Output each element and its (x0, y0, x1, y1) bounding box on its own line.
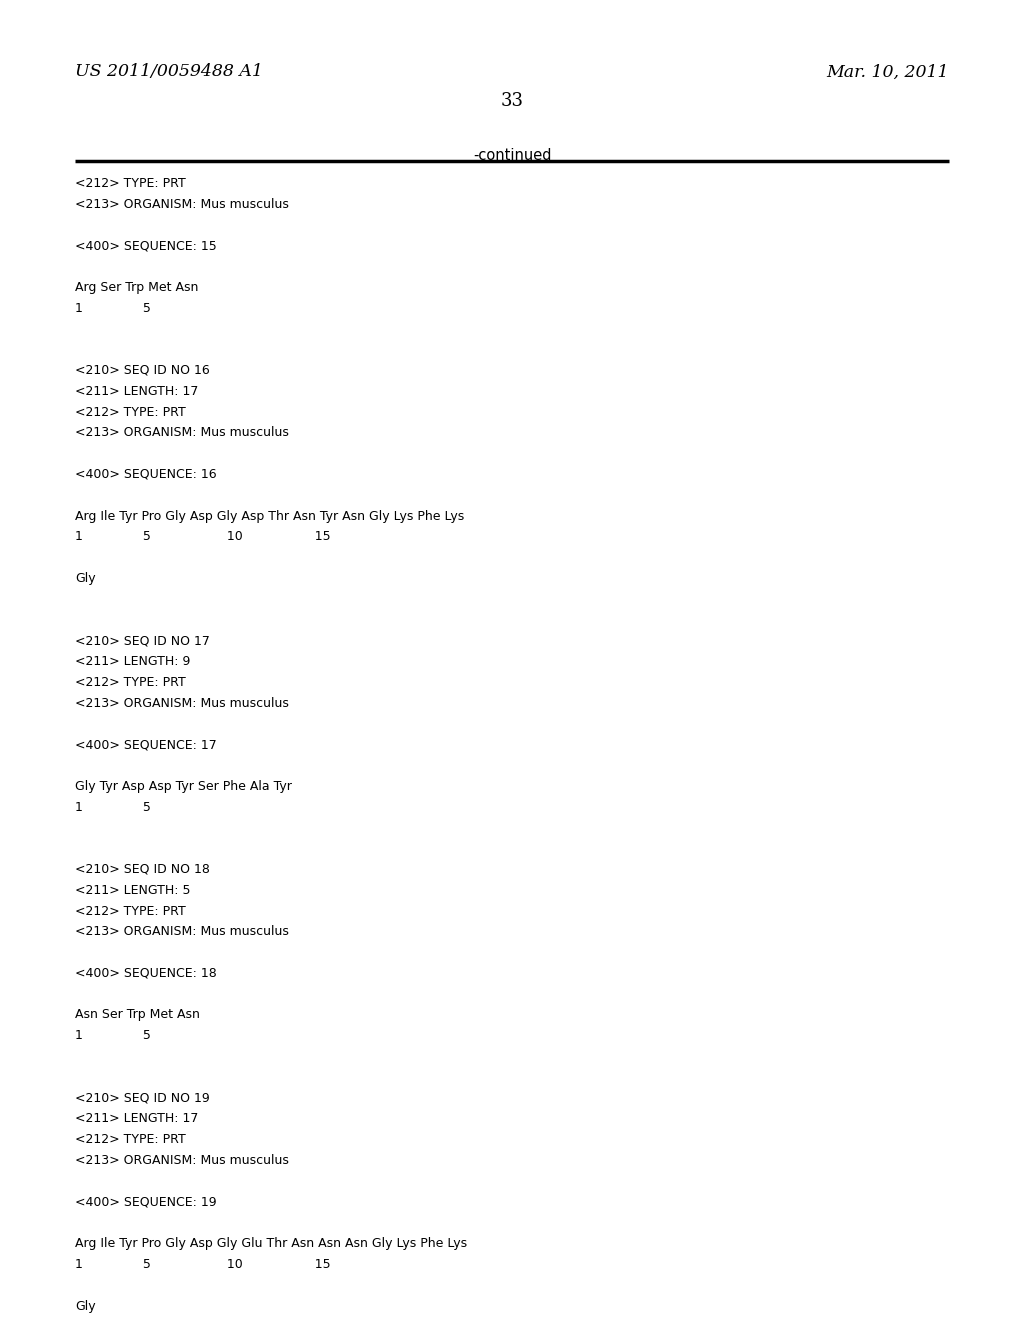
Text: <400> SEQUENCE: 19: <400> SEQUENCE: 19 (75, 1196, 216, 1209)
Text: <210> SEQ ID NO 16: <210> SEQ ID NO 16 (75, 364, 210, 378)
Text: 1               5: 1 5 (75, 800, 151, 813)
Text: Arg Ser Trp Met Asn: Arg Ser Trp Met Asn (75, 281, 198, 294)
Text: 1               5                   10                  15: 1 5 10 15 (75, 1258, 331, 1271)
Text: 33: 33 (501, 92, 523, 111)
Text: Gly Tyr Asp Asp Tyr Ser Phe Ala Tyr: Gly Tyr Asp Asp Tyr Ser Phe Ala Tyr (75, 780, 292, 793)
Text: <210> SEQ ID NO 18: <210> SEQ ID NO 18 (75, 863, 210, 876)
Text: <210> SEQ ID NO 19: <210> SEQ ID NO 19 (75, 1092, 210, 1105)
Text: <213> ORGANISM: Mus musculus: <213> ORGANISM: Mus musculus (75, 198, 289, 211)
Text: <211> LENGTH: 17: <211> LENGTH: 17 (75, 385, 198, 397)
Text: Gly: Gly (75, 572, 95, 585)
Text: Asn Ser Trp Met Asn: Asn Ser Trp Met Asn (75, 1008, 200, 1022)
Text: <211> LENGTH: 17: <211> LENGTH: 17 (75, 1113, 198, 1126)
Text: <210> SEQ ID NO 17: <210> SEQ ID NO 17 (75, 635, 210, 647)
Text: <400> SEQUENCE: 15: <400> SEQUENCE: 15 (75, 239, 216, 252)
Text: <213> ORGANISM: Mus musculus: <213> ORGANISM: Mus musculus (75, 426, 289, 440)
Text: <213> ORGANISM: Mus musculus: <213> ORGANISM: Mus musculus (75, 925, 289, 939)
Text: Mar. 10, 2011: Mar. 10, 2011 (826, 63, 949, 81)
Text: -continued: -continued (473, 148, 551, 162)
Text: US 2011/0059488 A1: US 2011/0059488 A1 (75, 63, 262, 81)
Text: 1               5                   10                  15: 1 5 10 15 (75, 531, 331, 544)
Text: <400> SEQUENCE: 16: <400> SEQUENCE: 16 (75, 469, 216, 480)
Text: <400> SEQUENCE: 18: <400> SEQUENCE: 18 (75, 966, 216, 979)
Text: 1               5: 1 5 (75, 302, 151, 314)
Text: Arg Ile Tyr Pro Gly Asp Gly Glu Thr Asn Asn Asn Gly Lys Phe Lys: Arg Ile Tyr Pro Gly Asp Gly Glu Thr Asn … (75, 1237, 467, 1250)
Text: <213> ORGANISM: Mus musculus: <213> ORGANISM: Mus musculus (75, 697, 289, 710)
Text: <212> TYPE: PRT: <212> TYPE: PRT (75, 177, 185, 190)
Text: <211> LENGTH: 9: <211> LENGTH: 9 (75, 655, 190, 668)
Text: <400> SEQUENCE: 17: <400> SEQUENCE: 17 (75, 738, 216, 751)
Text: <211> LENGTH: 5: <211> LENGTH: 5 (75, 884, 190, 896)
Text: <212> TYPE: PRT: <212> TYPE: PRT (75, 1133, 185, 1146)
Text: Gly: Gly (75, 1299, 95, 1312)
Text: <213> ORGANISM: Mus musculus: <213> ORGANISM: Mus musculus (75, 1154, 289, 1167)
Text: <212> TYPE: PRT: <212> TYPE: PRT (75, 904, 185, 917)
Text: <212> TYPE: PRT: <212> TYPE: PRT (75, 676, 185, 689)
Text: <212> TYPE: PRT: <212> TYPE: PRT (75, 405, 185, 418)
Text: Arg Ile Tyr Pro Gly Asp Gly Asp Thr Asn Tyr Asn Gly Lys Phe Lys: Arg Ile Tyr Pro Gly Asp Gly Asp Thr Asn … (75, 510, 464, 523)
Text: 1               5: 1 5 (75, 1030, 151, 1043)
